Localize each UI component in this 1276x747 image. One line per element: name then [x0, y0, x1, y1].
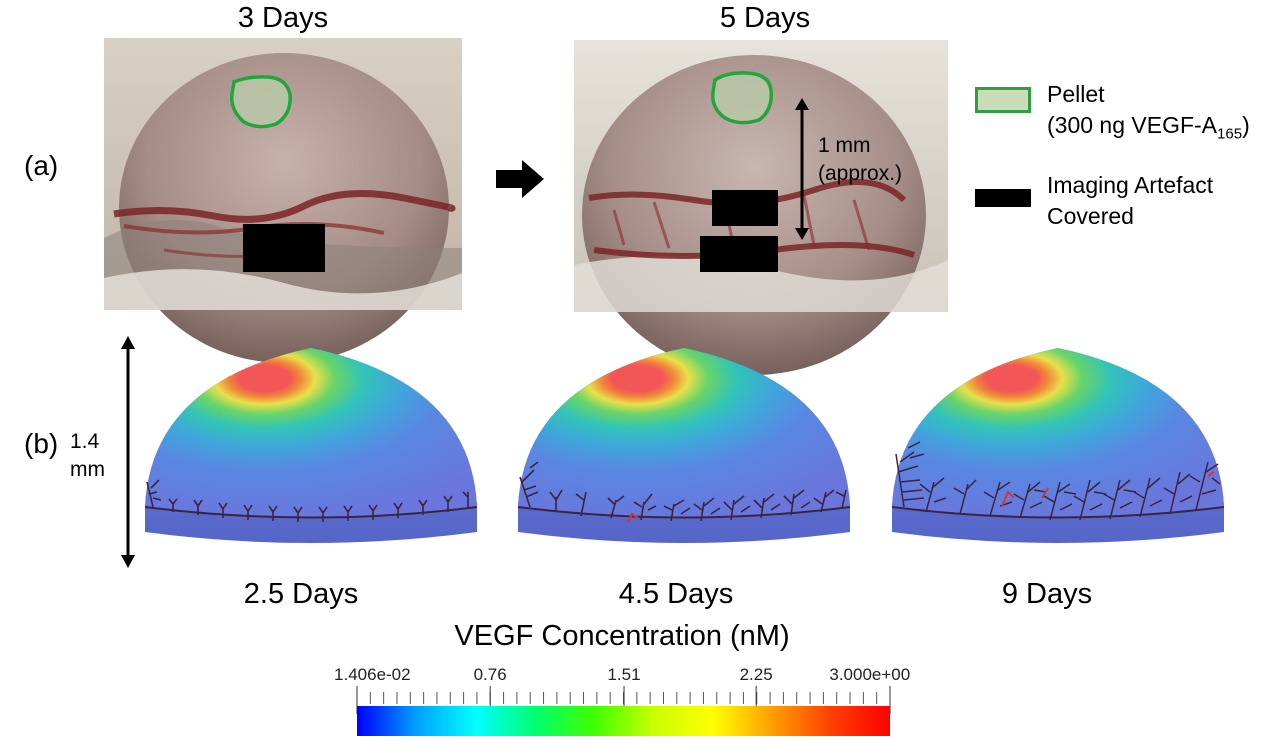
- legend-artefact-line1: Imaging Artefact: [1047, 172, 1214, 198]
- colorbar-tick-label: 1.406e-02: [334, 665, 411, 684]
- panel-a-label: (a): [24, 150, 59, 181]
- legend-artefact-line2: Covered: [1047, 203, 1134, 229]
- panel-a-title-5-days: 5 Days: [719, 2, 811, 34]
- right-arrow-icon: [496, 160, 544, 198]
- caption-2-5-days: 2.5 Days: [243, 578, 359, 610]
- legend-pellet-label: Pellet (300 ng VEGF-A165): [1047, 79, 1250, 150]
- colorbar-tick-labels: 1.406e-02 0.76 1.51 2.25 3.000e+00: [334, 665, 910, 687]
- colorbar-tick-label: 0.76: [473, 665, 507, 684]
- panel-b-label: (b): [24, 428, 59, 459]
- colorbar-title: VEGF Concentration (nM): [454, 620, 790, 652]
- legend-pellet-swatch: [975, 87, 1031, 113]
- simulation-dome-2-5-days: [144, 348, 478, 543]
- simulation-dome-4-5-days: [517, 348, 851, 543]
- panel-a-title-3-days: 3 Days: [237, 2, 329, 34]
- height-scale-value: 1.4: [70, 430, 100, 453]
- height-scale-arrow: [121, 336, 135, 568]
- caption-9-days: 9 Days: [1001, 578, 1093, 610]
- artefact-cover-box: [712, 190, 778, 226]
- simulation-dome-9-days: [891, 348, 1225, 543]
- legend-artefact-label: Imaging Artefact Covered: [1047, 170, 1213, 232]
- artefact-cover-box: [700, 236, 778, 272]
- colorbar-tick-label: 1.51: [607, 665, 641, 684]
- scale-bar-arrow: [795, 98, 809, 240]
- height-scale-unit: mm: [70, 458, 105, 481]
- height-scale-label: 1.4 mm: [70, 428, 105, 484]
- colorbar: [356, 686, 891, 736]
- pellet-outline: [711, 71, 773, 125]
- caption-4-5-days: 4.5 Days: [618, 578, 734, 610]
- legend-pellet-line2: (300 ng VEGF-A165): [1047, 112, 1250, 143]
- legend-artefact-swatch: [975, 189, 1031, 207]
- artefact-cover-box: [243, 224, 325, 272]
- scale-bar-label: 1 mm (approx.): [818, 132, 902, 188]
- legend-pellet-line1: Pellet: [1047, 81, 1105, 107]
- pellet-outline: [230, 75, 292, 129]
- scale-bar-qualifier: (approx.): [818, 162, 903, 185]
- colorbar-tick-label: 3.000e+00: [829, 665, 911, 684]
- scale-bar-value: 1 mm: [818, 134, 871, 157]
- colorbar-tick-label: 2.25: [739, 665, 773, 684]
